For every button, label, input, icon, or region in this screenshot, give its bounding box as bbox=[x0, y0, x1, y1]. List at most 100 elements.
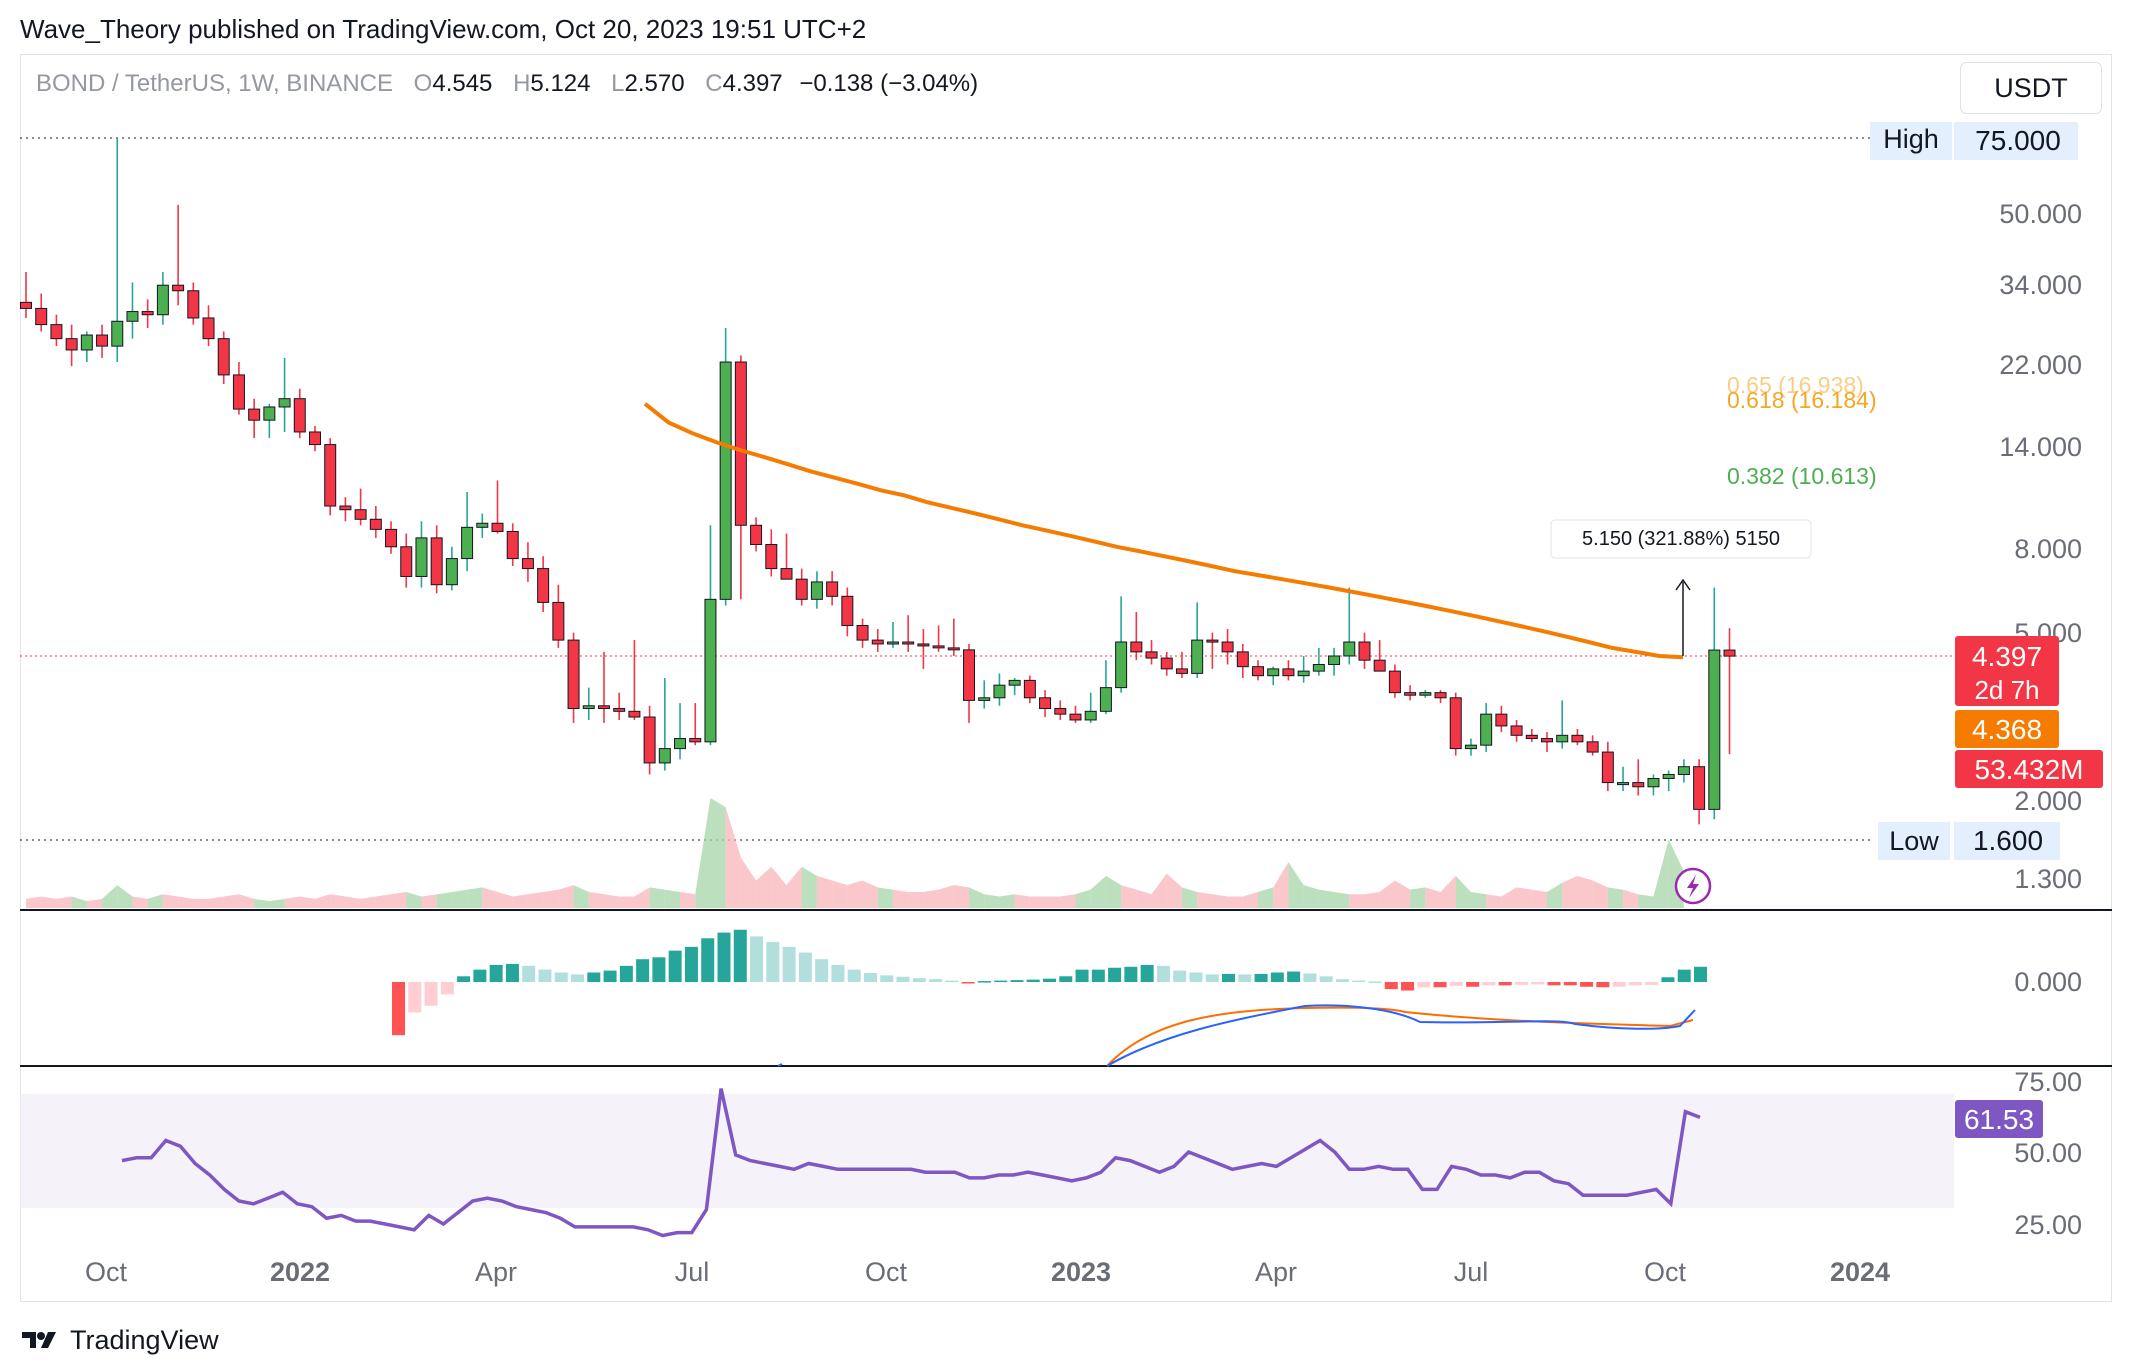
rsi-tick-label: 25.00 bbox=[2014, 1210, 2082, 1240]
macd-bar bbox=[619, 965, 633, 982]
volume-bar bbox=[923, 889, 939, 908]
volume-bar bbox=[953, 885, 970, 908]
candle-body bbox=[1008, 679, 1021, 686]
candle-body bbox=[1175, 668, 1188, 674]
volume-bar bbox=[482, 887, 498, 908]
macd-bar bbox=[392, 982, 405, 1036]
macd-bar bbox=[1694, 966, 1707, 982]
volume-bar bbox=[299, 896, 315, 908]
candle-body bbox=[1388, 670, 1401, 694]
volume-bar bbox=[375, 894, 392, 908]
candle-body bbox=[217, 338, 230, 376]
volume-bar bbox=[254, 898, 270, 908]
volume-bar bbox=[1394, 880, 1411, 908]
candle-body bbox=[172, 284, 185, 292]
volume-bar bbox=[1090, 875, 1106, 908]
candle-body bbox=[917, 643, 930, 647]
volume-bar bbox=[1318, 889, 1335, 908]
macd-bar bbox=[847, 969, 861, 982]
candle-body bbox=[1099, 687, 1112, 712]
price-axis[interactable]: 50.00034.00022.00014.0008.0005.0002.0001… bbox=[1999, 199, 2082, 894]
macd-bar bbox=[636, 959, 650, 982]
candle-body bbox=[263, 406, 276, 421]
candle-body bbox=[1434, 692, 1447, 699]
rsi-axis: 75.00 50.00 25.00 bbox=[2014, 1067, 2082, 1240]
macd-bar bbox=[1319, 976, 1333, 982]
macd-bar bbox=[1580, 982, 1594, 987]
macd-bar bbox=[1140, 964, 1154, 982]
volume-bar bbox=[436, 891, 452, 908]
macd-bar bbox=[571, 974, 585, 982]
volume-bar bbox=[969, 887, 985, 908]
svg-text:1.600: 1.600 bbox=[1973, 825, 2043, 856]
macd-bar bbox=[977, 981, 991, 983]
tradingview-brand[interactable]: TradingView bbox=[20, 1320, 219, 1360]
symbol-name[interactable]: BOND / TetherUS, 1W, BINANCE bbox=[36, 70, 393, 97]
lightning-icon[interactable] bbox=[1674, 867, 1712, 905]
candle-body bbox=[476, 522, 489, 528]
volume-bar bbox=[1410, 887, 1426, 908]
candle-body bbox=[187, 290, 200, 319]
candle-body bbox=[552, 601, 565, 641]
candle-body bbox=[1282, 668, 1295, 677]
volume-bar bbox=[314, 894, 331, 908]
candle-body bbox=[339, 505, 352, 511]
high-marker: High 75.000 bbox=[1870, 122, 2078, 160]
macd-bar bbox=[1449, 982, 1463, 986]
candle-body bbox=[1373, 659, 1386, 672]
volume-bar bbox=[1516, 887, 1532, 908]
volume-bar bbox=[223, 894, 239, 908]
volume-bar bbox=[391, 891, 407, 908]
candle-body bbox=[689, 738, 702, 743]
macd-bar bbox=[1173, 970, 1187, 982]
candle-body bbox=[978, 697, 991, 701]
volume-bar bbox=[269, 898, 285, 908]
price-tick-label: 14.000 bbox=[1999, 432, 2082, 462]
macd-bar bbox=[1287, 971, 1301, 982]
candle-body bbox=[947, 647, 960, 651]
candle-body bbox=[963, 649, 976, 701]
symbol-legend: BOND / TetherUS, 1W, BINANCE O4.545 H5.1… bbox=[36, 70, 978, 98]
candle-body bbox=[50, 324, 63, 340]
candle-body bbox=[141, 311, 154, 316]
candle-body bbox=[1084, 710, 1097, 721]
macd-bar bbox=[717, 932, 731, 982]
volume-bar bbox=[238, 894, 255, 908]
candle-body bbox=[1525, 734, 1538, 740]
candle-body bbox=[1267, 668, 1280, 677]
macd-bar bbox=[440, 982, 454, 995]
candle-body bbox=[278, 398, 291, 408]
candle-body bbox=[734, 361, 747, 526]
macd-bar bbox=[1254, 973, 1268, 982]
candle-body bbox=[780, 568, 793, 580]
measure-annotation[interactable]: 5.150 (321.88%) 5150 bbox=[1550, 519, 1812, 656]
macd-bar bbox=[1661, 977, 1675, 982]
macd-bar bbox=[1059, 976, 1073, 982]
candle-body bbox=[1054, 708, 1067, 715]
candle-body bbox=[1449, 697, 1462, 750]
time-tick-label: 2022 bbox=[270, 1257, 330, 1287]
macd-bar bbox=[1091, 969, 1105, 982]
price-candles bbox=[20, 138, 1736, 825]
candle-body bbox=[1647, 777, 1660, 788]
candle-body bbox=[871, 639, 884, 645]
candle-body bbox=[400, 546, 413, 577]
macd-bar bbox=[1205, 974, 1219, 982]
time-axis[interactable]: Oct 2022 Apr Jul Oct 2023 Apr Jul Oct 2024 bbox=[85, 1257, 1890, 1287]
candle-body bbox=[1571, 734, 1584, 743]
currency-button[interactable]: USDT bbox=[1960, 62, 2102, 114]
macd-bar bbox=[1108, 967, 1122, 982]
macd-bar bbox=[1628, 982, 1642, 986]
publisher-caption: Wave_Theory published on TradingView.com… bbox=[20, 14, 867, 44]
svg-text:Low: Low bbox=[1889, 826, 1939, 856]
macd-bar bbox=[1124, 966, 1138, 982]
svg-text:61.53: 61.53 bbox=[1964, 1104, 2034, 1135]
macd-bar bbox=[733, 929, 747, 982]
close-value: 4.397 bbox=[722, 70, 783, 97]
macd-bar bbox=[554, 972, 568, 982]
time-tick-label: 2024 bbox=[1830, 1257, 1890, 1287]
low-marker: Low 1.600 bbox=[1878, 822, 2060, 860]
volume-bar bbox=[816, 875, 833, 908]
brand-name: TradingView bbox=[70, 1324, 219, 1355]
